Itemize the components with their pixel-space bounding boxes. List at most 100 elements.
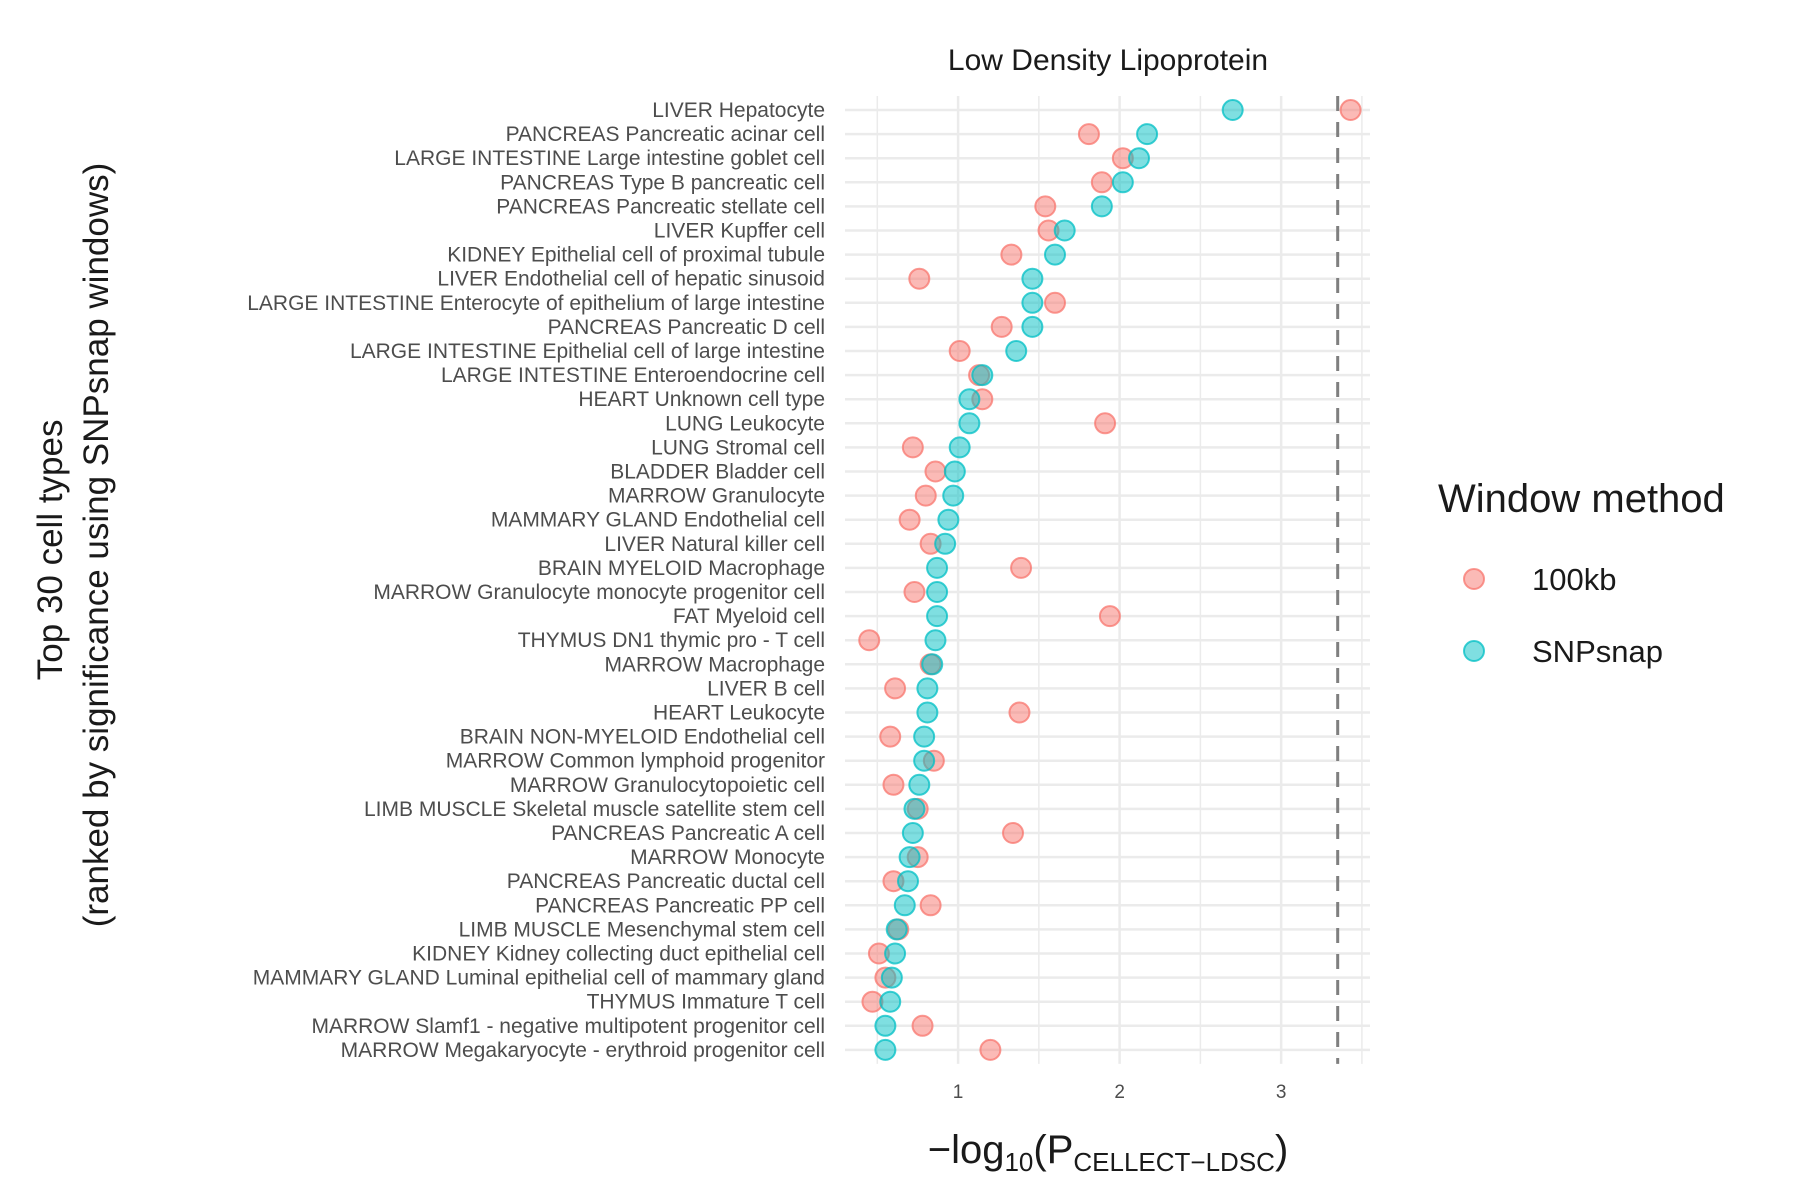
y-tick-label: PANCREAS Pancreatic PP cell	[535, 894, 825, 917]
y-tick-label: HEART Leukocyte	[653, 702, 825, 725]
point-snpsnap	[1111, 171, 1134, 194]
point-snpsnap	[885, 918, 908, 941]
point-100kb	[882, 773, 905, 796]
legend-label-100kb: 100kb	[1532, 562, 1616, 597]
y-tick-label: LIMB MUSCLE Mesenchymal stem cell	[459, 918, 825, 941]
y-tick-label: MARROW Slamf1 - negative multipotent pro…	[311, 1015, 825, 1038]
x-axis-label-prefix: −log	[928, 1128, 1005, 1172]
point-snpsnap	[901, 822, 924, 844]
legend-key-snpsnap	[1463, 640, 1485, 662]
legend-label-snpsnap: SNPsnap	[1532, 634, 1663, 669]
y-tick-label: MAMMARY GLAND Luminal epithelial cell of…	[253, 967, 825, 990]
y-axis-label-line1: Top 30 cell types	[31, 420, 70, 681]
point-snpsnap	[898, 846, 921, 869]
point-snpsnap	[926, 605, 949, 628]
point-100kb	[1044, 291, 1066, 314]
x-axis-label-subscript: CELLECT−LDSC	[1073, 1147, 1275, 1177]
x-tick-labels: 1 2 3	[953, 1082, 1287, 1103]
x-axis-label: −log10(PCELLECT−LDSC)	[928, 1128, 1289, 1177]
point-snpsnap	[1221, 99, 1244, 121]
y-tick-label: BLADDER Bladder cell	[610, 461, 825, 484]
point-100kb	[1034, 195, 1057, 218]
y-tick-label: MARROW Common lymphoid progenitor	[446, 750, 825, 773]
y-tick-label: LARGE INTESTINE Large intestine goblet c…	[394, 147, 825, 170]
point-snpsnap	[921, 653, 944, 676]
point-100kb	[903, 581, 926, 603]
point-snpsnap	[1021, 267, 1044, 290]
point-100kb	[1010, 556, 1033, 579]
point-snpsnap	[1136, 123, 1159, 146]
point-snpsnap	[908, 773, 931, 796]
point-100kb	[919, 894, 942, 917]
point-100kb	[924, 460, 947, 483]
point-snpsnap	[971, 364, 994, 387]
point-100kb	[901, 436, 924, 459]
point-snpsnap	[1021, 291, 1044, 314]
y-tick-label: LARGE INTESTINE Epithelial cell of large…	[350, 340, 825, 363]
x-tick-label: 1	[953, 1082, 964, 1103]
point-100kb	[1094, 412, 1117, 435]
y-tick-label: KIDNEY Kidney collecting duct epithelial…	[412, 943, 825, 966]
point-100kb	[990, 315, 1013, 338]
y-tick-label: KIDNEY Epithelial cell of proximal tubul…	[447, 244, 825, 267]
x-axis-label-open: (P	[1033, 1128, 1073, 1172]
point-100kb	[1339, 99, 1362, 121]
point-snpsnap	[880, 966, 903, 989]
y-tick-label: PANCREAS Pancreatic acinar cell	[506, 123, 825, 146]
legend-title: Window method	[1438, 477, 1725, 521]
y-tick-label: BRAIN MYELOID Macrophage	[538, 557, 825, 580]
point-snpsnap	[916, 701, 939, 724]
point-100kb	[1077, 123, 1100, 146]
point-100kb	[1090, 171, 1113, 194]
y-tick-label: LARGE INTESTINE Enteroendocrine cell	[441, 364, 825, 387]
y-tick-label: FAT Myeloid cell	[673, 605, 825, 628]
y-tick-label: MARROW Megakaryocyte - erythroid progeni…	[341, 1039, 825, 1062]
point-100kb	[908, 267, 931, 290]
point-100kb	[1000, 243, 1023, 266]
point-snpsnap	[926, 581, 949, 603]
point-snpsnap	[897, 870, 919, 893]
point-snpsnap	[948, 436, 971, 459]
point-snpsnap	[874, 1038, 897, 1061]
point-snpsnap	[924, 629, 947, 652]
y-tick-label: PANCREAS Pancreatic ductal cell	[507, 870, 825, 893]
point-100kb	[1002, 822, 1024, 844]
y-tick-label: LIVER B cell	[707, 677, 825, 700]
x-axis-label-close: )	[1275, 1128, 1288, 1172]
y-tick-label: LIVER Hepatocyte	[652, 99, 825, 122]
y-tick-label: LUNG Stromal cell	[651, 436, 825, 459]
point-100kb	[858, 629, 881, 652]
point-snpsnap	[874, 1014, 897, 1037]
point-snpsnap	[958, 412, 981, 435]
point-snpsnap	[1053, 219, 1076, 242]
y-tick-label: LIVER Endothelial cell of hepatic sinuso…	[437, 268, 825, 291]
y-tick-label: HEART Unknown cell type	[578, 388, 825, 411]
point-100kb	[884, 677, 907, 700]
point-snpsnap	[942, 484, 965, 507]
y-tick-label: MARROW Macrophage	[604, 653, 825, 676]
x-tick-label: 3	[1276, 1082, 1287, 1103]
point-snpsnap	[1021, 315, 1044, 338]
point-100kb	[911, 1014, 934, 1037]
y-tick-label: LIMB MUSCLE Skeletal muscle satellite st…	[364, 798, 825, 821]
point-snpsnap	[884, 942, 907, 965]
data-points	[858, 99, 1362, 1061]
x-axis-label-base: 10	[1004, 1147, 1033, 1177]
point-100kb	[979, 1038, 1002, 1061]
point-100kb	[1008, 701, 1031, 724]
y-tick-label: PANCREAS Pancreatic stellate cell	[496, 195, 825, 218]
point-snpsnap	[916, 677, 939, 700]
y-tick-label: LARGE INTESTINE Enterocyte of epithelium…	[247, 292, 825, 315]
y-tick-label: LIVER Kupffer cell	[654, 220, 825, 243]
chart-title: Low Density Lipoprotein	[948, 44, 1268, 77]
point-snpsnap	[943, 460, 966, 483]
point-100kb	[914, 484, 937, 507]
y-tick-label: PANCREAS Type B pancreatic cell	[500, 171, 825, 194]
point-snpsnap	[934, 532, 957, 555]
y-tick-label: LIVER Natural killer cell	[604, 533, 825, 556]
y-tick-label: THYMUS Immature T cell	[587, 991, 825, 1014]
y-tick-label: MARROW Granulocyte	[608, 485, 825, 508]
y-axis-label: Top 30 cell types (ranked by significanc…	[31, 163, 116, 928]
